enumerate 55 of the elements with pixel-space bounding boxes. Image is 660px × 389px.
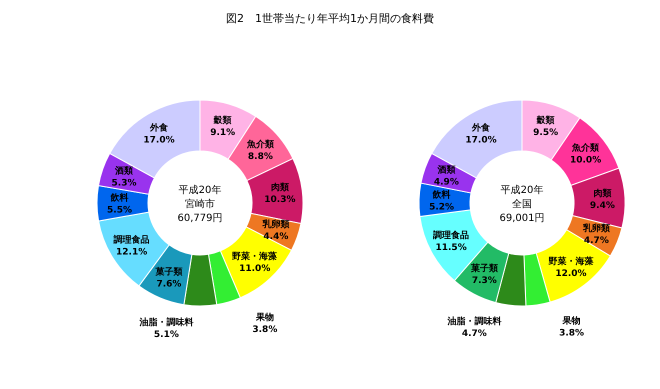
slice-label: 外食	[471, 122, 492, 134]
data-label: 5.2%	[429, 202, 454, 212]
slice-label: 外食	[149, 122, 170, 134]
slice-label: 穀類	[536, 115, 555, 126]
data-label: 9.1%	[210, 128, 236, 138]
slice-label: 調理食品	[112, 234, 150, 246]
slice-label: 野菜・海藻	[232, 251, 278, 262]
data-label: 7.3%	[472, 276, 497, 286]
data-label: 12.0%	[555, 268, 587, 279]
data-label: 5.1%	[154, 330, 179, 340]
slice-label: 肉類	[593, 188, 612, 199]
slice-label: 肉類	[270, 182, 289, 194]
slice-label: 果物	[562, 315, 581, 326]
slice-label: 乳卵類	[261, 218, 290, 230]
slice-label: 油脂・調味料	[446, 316, 502, 328]
data-label: 17.0%	[143, 136, 175, 146]
text: 平成20年	[178, 184, 222, 196]
data-label: 9.5%	[533, 128, 558, 138]
data-label: 8.8%	[248, 152, 273, 162]
data-label: 17.0%	[465, 136, 497, 146]
slice-label: 油脂・調味料	[138, 317, 194, 328]
text: 図2 1世帯当たり年平均1か月間の食料費	[226, 12, 434, 25]
slice-label: 菓子類	[154, 266, 182, 278]
slice-label: 酒類	[436, 164, 456, 176]
slice-label: 魚介類	[246, 138, 274, 150]
slice-label: 調理食品	[432, 230, 470, 242]
slice-label: 果物	[254, 312, 274, 324]
data-label: 9.4%	[590, 200, 615, 211]
slice-label: 飲料	[432, 189, 451, 200]
slice-label: 酒類	[114, 165, 134, 176]
text: 全国	[512, 198, 532, 210]
data-label: 12.1%	[116, 247, 148, 258]
data-label: 4.4%	[263, 232, 288, 242]
slice-label: 菓子類	[470, 263, 498, 274]
data-label: 7.6%	[156, 279, 182, 290]
text: 60,779円	[178, 213, 222, 224]
text: 宮崎市	[185, 198, 215, 210]
data-label: 11.0%	[239, 264, 270, 274]
data-label: 11.5%	[435, 243, 467, 254]
data-label: 5.3%	[112, 178, 136, 188]
text: 69,001円	[500, 213, 544, 224]
data-label: 3.8%	[252, 325, 278, 336]
slice-label: 野菜・海藻	[548, 256, 594, 267]
slice-label: 飲料	[110, 192, 128, 204]
slice-label: 魚介類	[571, 142, 600, 154]
slice-label: 乳卵類	[582, 222, 610, 234]
data-label: 4.7%	[462, 329, 487, 340]
data-label: 4.7%	[584, 236, 609, 246]
data-label: 3.8%	[559, 328, 584, 338]
data-label: 10.3%	[264, 195, 296, 206]
data-label: 5.5%	[107, 205, 132, 216]
data-label: 10.0%	[570, 156, 602, 166]
data-label: 4.9%	[434, 177, 459, 188]
text: 平成20年	[500, 184, 544, 196]
slice-label: 穀類	[212, 114, 232, 126]
